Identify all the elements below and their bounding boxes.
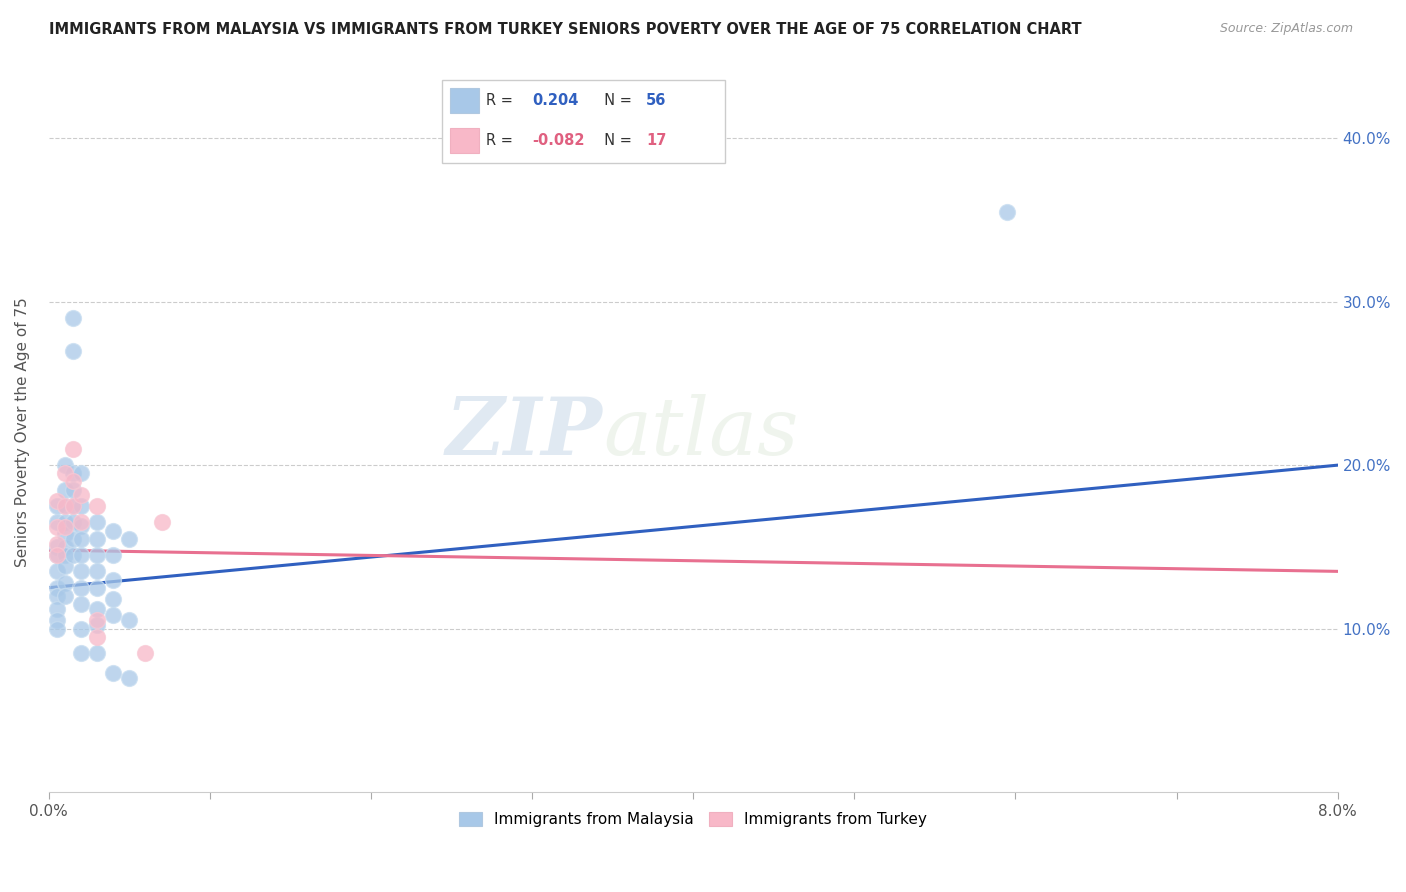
Point <box>45 565 67 579</box>
Point <box>118 613 141 627</box>
Point <box>86 630 108 644</box>
Point <box>53 520 76 534</box>
Point <box>62 532 84 546</box>
Point <box>134 646 156 660</box>
Point <box>53 548 76 562</box>
Point <box>45 581 67 595</box>
Point <box>103 592 125 607</box>
Point <box>45 540 67 554</box>
Point <box>53 458 76 472</box>
Point <box>53 467 76 481</box>
Text: Source: ZipAtlas.com: Source: ZipAtlas.com <box>1219 22 1353 36</box>
Point <box>103 573 125 587</box>
Point <box>53 483 76 497</box>
Point <box>70 622 93 636</box>
Point <box>86 646 108 660</box>
Point <box>53 499 76 513</box>
Point <box>70 532 93 546</box>
Point <box>45 589 67 603</box>
Point <box>45 548 67 562</box>
Point <box>70 646 93 660</box>
Text: ZIP: ZIP <box>446 393 603 471</box>
Point <box>86 602 108 616</box>
Point <box>118 671 141 685</box>
Y-axis label: Seniors Poverty Over the Age of 75: Seniors Poverty Over the Age of 75 <box>15 298 30 567</box>
Point <box>45 516 67 530</box>
Point <box>70 518 93 533</box>
Point <box>62 516 84 530</box>
Point <box>53 589 76 603</box>
Point <box>70 499 93 513</box>
Point <box>62 548 84 562</box>
Point <box>86 532 108 546</box>
Point <box>53 540 76 554</box>
Point <box>53 526 76 541</box>
Point <box>45 602 67 616</box>
Point <box>103 548 125 562</box>
Text: IMMIGRANTS FROM MALAYSIA VS IMMIGRANTS FROM TURKEY SENIORS POVERTY OVER THE AGE : IMMIGRANTS FROM MALAYSIA VS IMMIGRANTS F… <box>49 22 1081 37</box>
Point <box>45 536 67 550</box>
Point <box>118 532 141 546</box>
Point <box>45 613 67 627</box>
Point <box>103 608 125 623</box>
Point <box>53 499 76 513</box>
Point <box>62 467 84 481</box>
Text: atlas: atlas <box>603 393 799 471</box>
Legend: Immigrants from Malaysia, Immigrants from Turkey: Immigrants from Malaysia, Immigrants fro… <box>451 805 935 835</box>
Point <box>53 575 76 590</box>
Point <box>45 520 67 534</box>
Point <box>86 613 108 627</box>
Point <box>62 311 84 326</box>
Point <box>150 516 173 530</box>
Point <box>45 499 67 513</box>
Point <box>53 516 76 530</box>
Point <box>995 205 1018 219</box>
Point <box>62 499 84 513</box>
Point <box>86 581 108 595</box>
Point <box>45 494 67 508</box>
Point <box>70 487 93 501</box>
Point <box>103 665 125 680</box>
Point <box>70 597 93 611</box>
Point <box>53 559 76 574</box>
Point <box>86 618 108 632</box>
Point <box>45 622 67 636</box>
Point <box>70 581 93 595</box>
Point <box>62 475 84 489</box>
Point <box>103 524 125 538</box>
Point <box>70 565 93 579</box>
Point <box>86 548 108 562</box>
Point <box>86 499 108 513</box>
Point <box>62 343 84 358</box>
Point <box>86 565 108 579</box>
Point <box>86 516 108 530</box>
Point <box>70 516 93 530</box>
Point <box>62 442 84 456</box>
Point <box>62 483 84 497</box>
Point <box>45 548 67 562</box>
Point <box>62 499 84 513</box>
Point <box>70 548 93 562</box>
Point <box>70 467 93 481</box>
